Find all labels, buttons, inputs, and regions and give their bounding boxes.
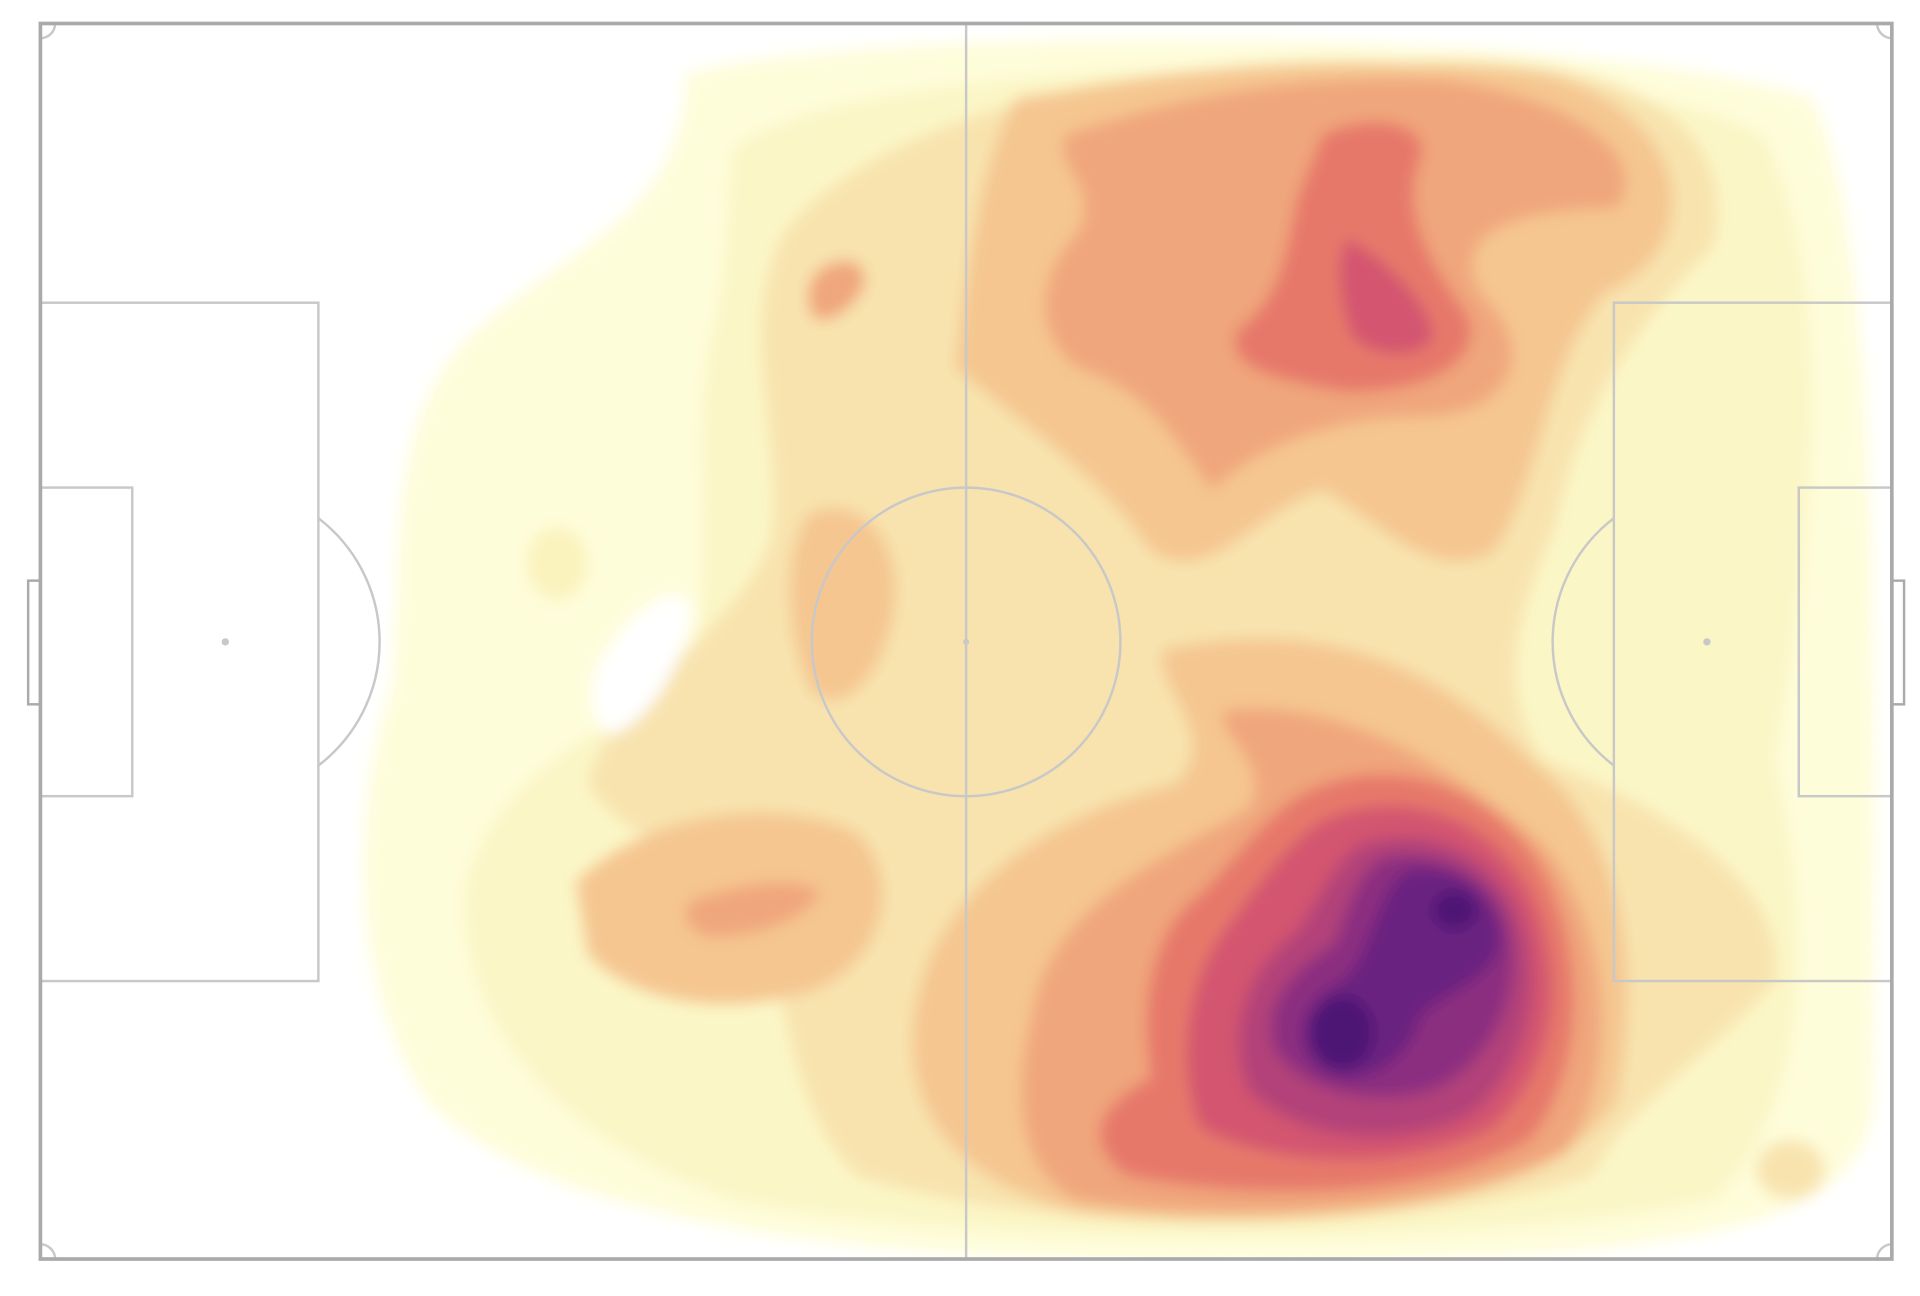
penalty-arc [1551, 517, 1615, 767]
heat-level [526, 526, 588, 601]
corner-arcs [40, 23, 1892, 1260]
heat-gap [591, 595, 692, 735]
heat-level [1755, 1140, 1825, 1200]
pitch-border [38, 21, 1894, 1261]
pitch-lines [26, 21, 1906, 1261]
heat-level [1310, 890, 1477, 1070]
centre-spot [963, 638, 970, 645]
penalty-spot [221, 638, 229, 646]
penalty-arc [317, 517, 381, 767]
centre-circle [810, 486, 1122, 798]
penalty-spot [1703, 638, 1711, 646]
